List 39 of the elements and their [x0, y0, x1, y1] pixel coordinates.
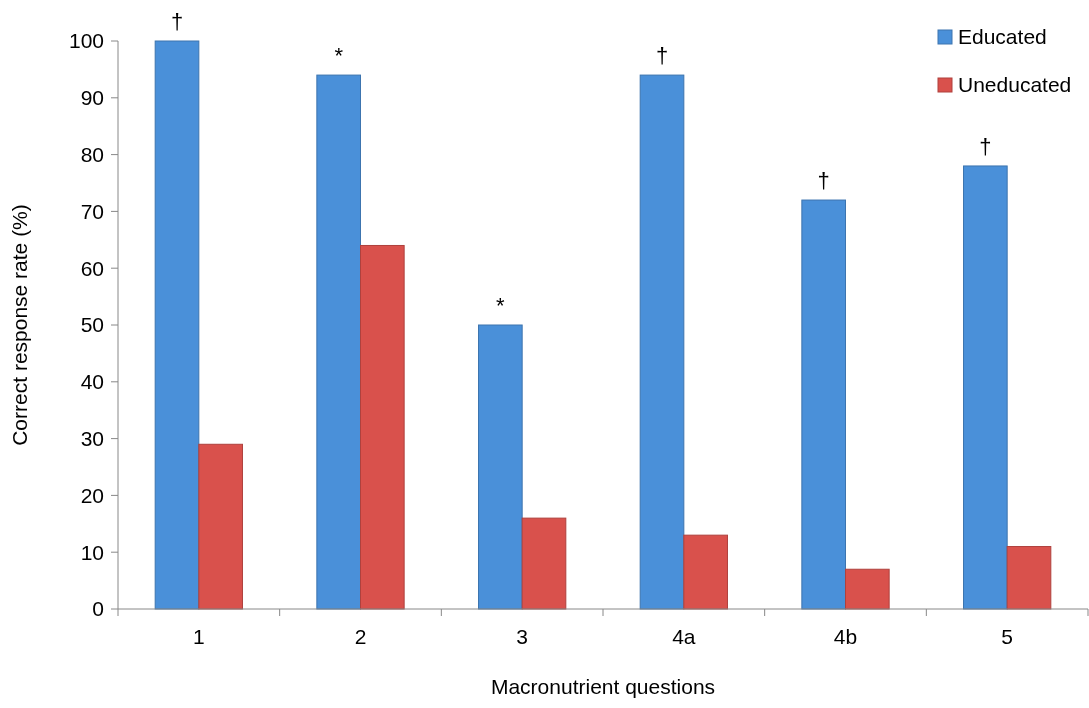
annotation: *: [496, 293, 506, 318]
x-axis-title: Macronutrient questions: [490, 675, 716, 698]
y-tick-label: 90: [80, 86, 104, 110]
bar: [360, 244, 405, 610]
annotation: †: [979, 133, 992, 159]
bar: [198, 443, 243, 610]
y-tick-label: 20: [80, 483, 104, 507]
bar: [963, 165, 1008, 610]
x-tick-label: 3: [516, 625, 529, 648]
x-tick-label: 4b: [833, 625, 858, 648]
bar: [521, 517, 567, 610]
bar: [801, 199, 846, 610]
y-tick-label: 80: [80, 142, 104, 166]
annotation: †: [817, 168, 830, 194]
y-tick-label: 30: [80, 426, 104, 450]
bar: [639, 74, 685, 610]
bar: [1006, 546, 1052, 610]
bar: [478, 324, 523, 610]
legend-label: Educated: [958, 25, 1047, 49]
x-tick-label: 4a: [672, 625, 696, 648]
y-tick-label: 50: [80, 313, 104, 337]
bar: [845, 568, 890, 610]
annotation: †: [655, 43, 669, 69]
y-tick-label: 0: [92, 597, 104, 621]
legend-label: Uneducated: [958, 73, 1072, 97]
y-tick-label: 40: [80, 370, 104, 394]
y-tick-label: 10: [80, 540, 104, 564]
annotation: *: [334, 43, 344, 69]
bar: [154, 40, 200, 610]
y-axis-title: Correct response rate (%): [8, 204, 31, 446]
y-tick-label: 70: [80, 199, 104, 223]
x-tick-label: 1: [192, 625, 205, 648]
y-tick-label: 100: [68, 29, 104, 53]
annotation: †: [170, 9, 184, 34]
y-tick-label: 60: [80, 256, 104, 280]
bar: [683, 534, 728, 610]
x-tick-label: 5: [1001, 625, 1014, 648]
x-tick-label: 2: [354, 625, 367, 648]
bar: [316, 74, 361, 610]
